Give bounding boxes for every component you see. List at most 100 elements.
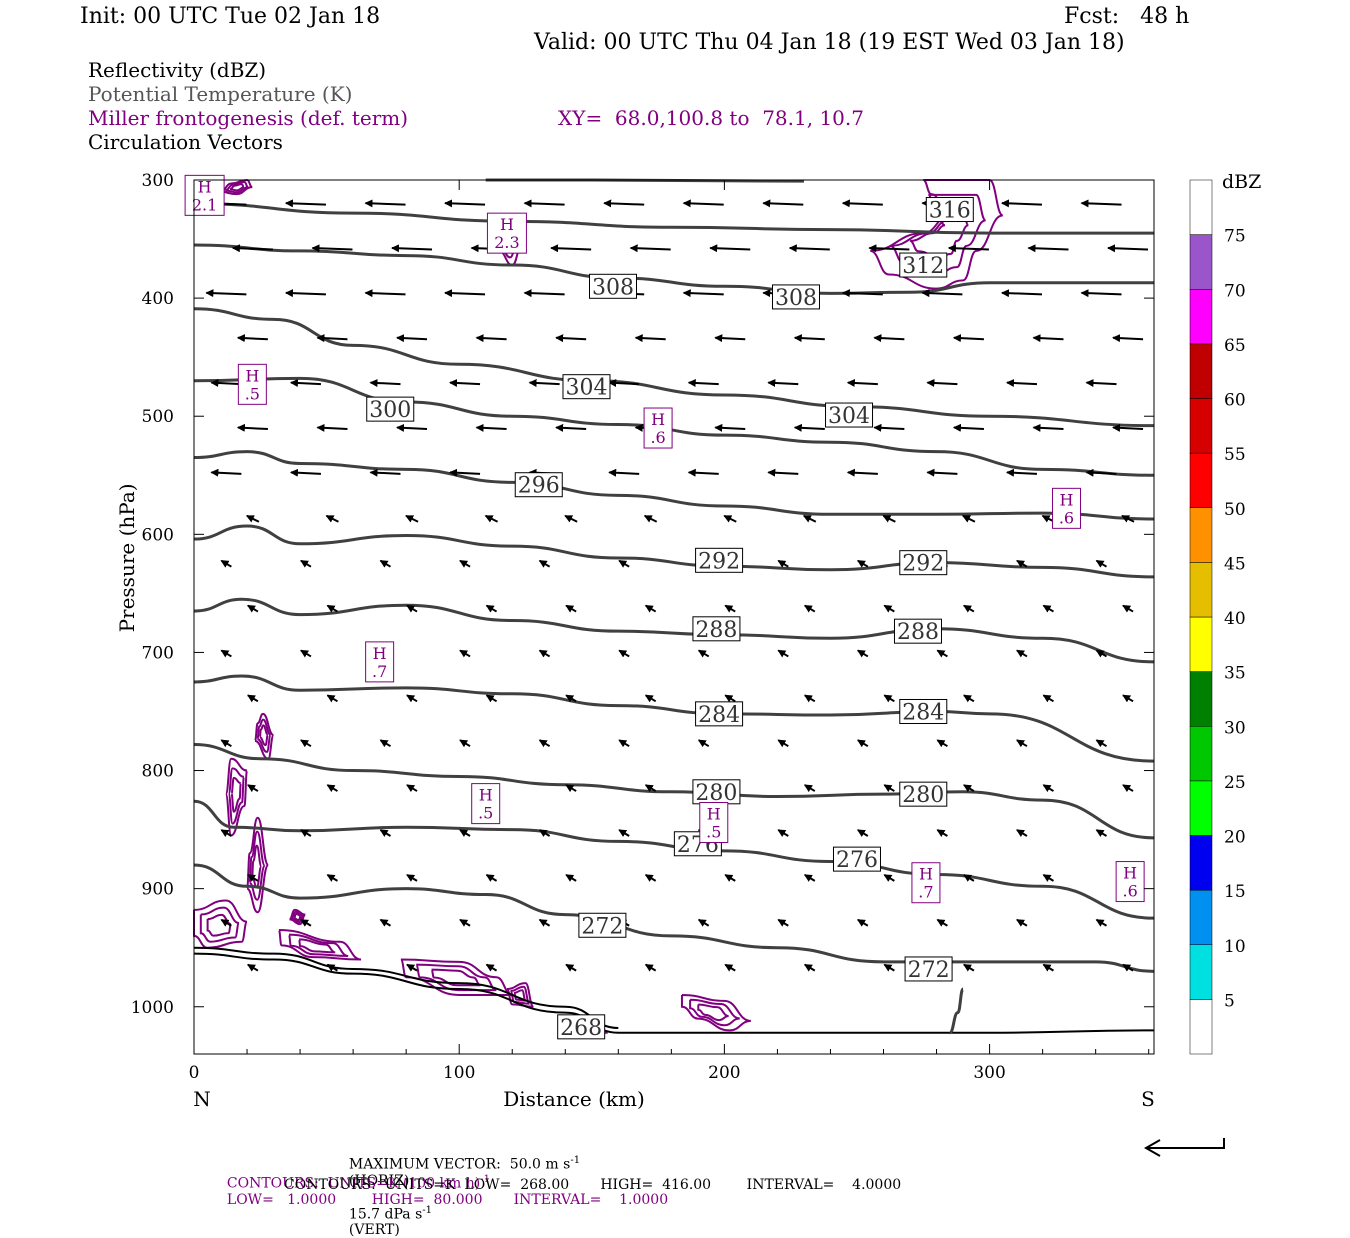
fronto-high-marker-1: H [500,215,514,234]
vector-166 [1042,784,1054,793]
theta-label-272-0-box [578,912,627,938]
vector-54 [687,379,719,387]
vector-48 [210,379,242,387]
vector-125 [618,649,630,658]
y-tick-label-600: 600 [142,525,174,545]
theta-label-280-0-box [692,779,741,805]
vector-175 [777,829,789,837]
vector-73 [289,468,321,477]
x-tick-label-200: 200 [708,1063,740,1083]
fronto-high-box-0 [184,174,225,216]
vector-34 [1000,289,1042,298]
vector-80 [846,468,878,477]
vector-89 [643,514,658,523]
vector-38 [396,334,428,343]
vector-182 [406,873,418,882]
vector-129 [936,649,948,658]
theta-label-284-0: 284 [698,703,740,728]
vector-194 [379,918,392,927]
fronto-contour-11-1 [291,910,304,924]
vector-108 [247,604,259,613]
vector-103 [777,559,789,568]
init-time: Init: 00 UTC Tue 02 Jan 18 [80,4,381,29]
theta-contour-288 [193,597,1155,664]
vector-7 [762,199,804,208]
vector-139 [803,694,816,703]
vector-126 [697,649,710,658]
fronto-high-box-3 [643,407,673,449]
colorbar-segment-7 [1189,616,1213,672]
vector-78 [687,468,719,477]
vector-207 [485,963,498,972]
vector-44 [873,334,905,343]
fronto-high-box-1 [486,212,527,254]
vector-113 [644,604,657,613]
vector-203 [1095,918,1108,927]
vector-124 [538,649,551,658]
max-vector-vert: (VERT) [348,1222,400,1238]
vector-202 [1016,918,1028,927]
vector-26 [364,289,406,298]
vector-53 [608,379,640,387]
fronto-high-value-5: .7 [372,662,387,681]
reference-vector-head [1143,1139,1161,1157]
theta-label-316-box [925,197,974,223]
field-reflectivity: Reflectivity (dBZ) [88,58,267,82]
vector-117 [963,604,975,613]
vector-61 [316,423,348,432]
fronto-contour-3-1 [256,718,272,753]
vector-55 [767,379,799,387]
vector-150 [697,739,710,748]
vector-141 [963,694,975,703]
theta-label-296-0: 296 [518,474,560,499]
vector-206 [406,963,418,972]
vector-152 [856,739,869,748]
vector-195 [459,918,471,927]
vector-204 [247,963,259,972]
theta-label-272-0: 272 [581,914,623,939]
vector-110 [406,604,418,613]
fronto-contour-4-2 [230,776,242,813]
vector-49 [289,379,321,387]
theta-label-276-1-box [832,846,881,872]
vector-11 [1080,199,1122,208]
vector-43 [793,334,825,343]
vector-135 [485,694,498,703]
theta-label-308-0-box [589,273,638,299]
vector-168 [220,829,232,837]
y-axis-label: Pressure (hPa) [115,483,139,632]
vector-59 [1085,379,1117,387]
fronto-contour-11-0 [289,908,306,926]
vector-119 [1122,604,1134,613]
fronto-contour-6-1 [199,906,240,943]
vector-2 [364,199,406,208]
fronto-high-value-2: .5 [245,384,260,403]
theta-label-276-1: 276 [836,848,878,873]
vector-106 [1016,559,1028,568]
vector-90 [723,514,737,523]
vector-104 [856,559,869,568]
colorbar-segment-15 [1189,179,1213,235]
vector-93 [962,514,976,523]
fronto-contour-3-0 [253,712,275,760]
vector-23 [1107,244,1149,253]
vector-215 [1122,963,1134,972]
vector-81 [926,468,958,477]
colorbar: 5 10 15 20 25 30 35 40 45 50 55 60 65 70 75 dBZ [1189,171,1261,1055]
fronto-contour-5-0 [246,816,270,914]
colorbar-segment-14 [1189,234,1213,290]
vector-211 [803,963,816,972]
vector-209 [644,963,657,972]
theta-label-300-0: 300 [369,398,411,423]
theta-label-288-1-box [893,618,942,644]
vector-47 [1112,334,1144,343]
vector-181 [326,873,338,882]
theta-label-312: 312 [902,254,944,279]
colorbar-label-70: 70 [1224,281,1246,301]
theta-label-272-1: 272 [908,958,950,983]
vector-115 [803,604,816,613]
vector-149 [618,739,630,748]
theta-label-292-1: 292 [902,552,944,577]
frontogenesis-highs: H2.1H2.3H.5H.6H.6H.7H.5 H.5H.7H.6 [184,174,1145,904]
colorbar-title: dBZ [1222,171,1261,193]
